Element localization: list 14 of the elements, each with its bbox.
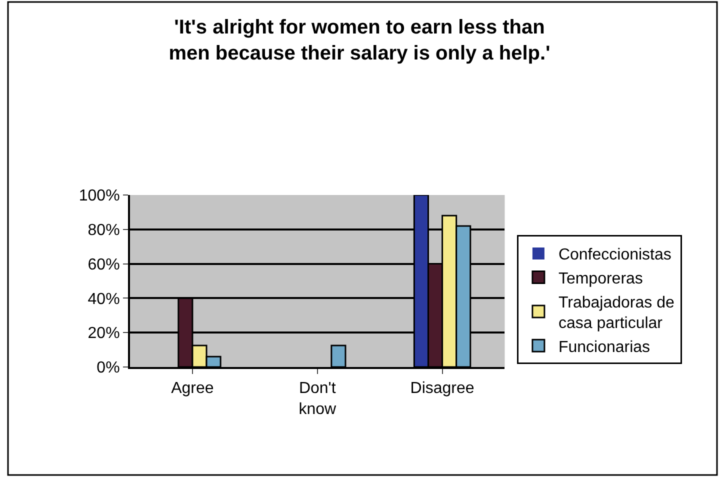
- chart-title: 'It's alright for women to earn less than men because their salary is only a help.': [168, 16, 550, 64]
- y-tick-label: 20%: [88, 325, 120, 342]
- legend-label: Funcionarias: [558, 338, 650, 356]
- x-tick-label: Disagree: [410, 380, 474, 398]
- y-tick-label: 60%: [88, 256, 120, 274]
- y-tick-label: 0%: [96, 360, 120, 377]
- y-tick-label: 40%: [88, 290, 120, 308]
- legend-label: Confeccionistas: [558, 246, 672, 264]
- legend-label: Temporeras: [558, 270, 643, 288]
- legend-label: Trabajadoras de casa particular: [558, 294, 674, 332]
- y-tick-label: 100%: [78, 188, 120, 205]
- x-tick-label: Don't know: [298, 380, 336, 418]
- y-tick-label: 80%: [88, 222, 120, 239]
- x-tick-label: Agree: [171, 380, 214, 398]
